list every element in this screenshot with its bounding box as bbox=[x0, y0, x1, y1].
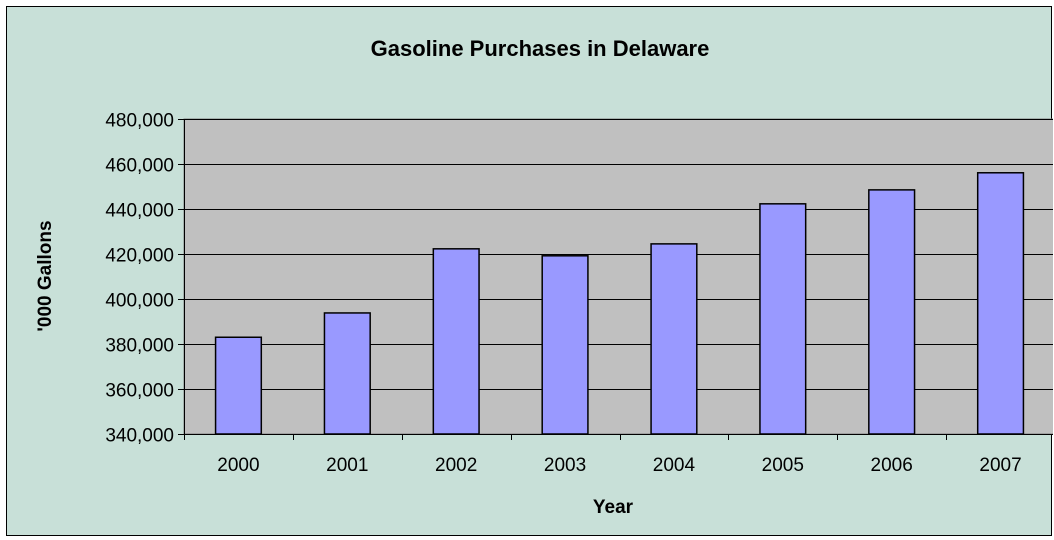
x-tick-label: 2007 bbox=[979, 455, 1021, 476]
x-tick-label: 2003 bbox=[544, 455, 586, 476]
plot-area bbox=[183, 118, 1053, 435]
bar-2005 bbox=[759, 203, 807, 435]
bars bbox=[214, 172, 1025, 435]
bar-chart: Gasoline Purchases in Delaware 340,000 36… bbox=[35, 36, 1053, 518]
y-tick-label: 400,000 bbox=[105, 291, 174, 312]
x-tick-label: 2005 bbox=[762, 455, 804, 476]
x-tick-label: 2002 bbox=[435, 455, 477, 476]
bar-2003 bbox=[541, 255, 589, 435]
axes bbox=[178, 119, 1053, 440]
y-axis-title: '000 Gallons bbox=[35, 220, 56, 331]
x-tick-label: 2004 bbox=[653, 455, 696, 476]
y-tick-label: 380,000 bbox=[105, 336, 174, 357]
y-tick-label: 420,000 bbox=[105, 246, 174, 267]
y-tick-label: 480,000 bbox=[105, 111, 174, 132]
x-tick-label: 2006 bbox=[871, 455, 913, 476]
bar-2004 bbox=[650, 243, 698, 435]
x-tick-label: 2000 bbox=[217, 455, 259, 476]
x-tick-label: 2001 bbox=[326, 455, 368, 476]
y-tick-label: 440,000 bbox=[105, 201, 174, 222]
bar-2001 bbox=[323, 312, 371, 435]
bar-2006 bbox=[868, 189, 916, 435]
chart-area: Gasoline Purchases in Delaware 340,000 36… bbox=[6, 6, 1053, 536]
y-tick-label: 460,000 bbox=[105, 156, 174, 177]
chart-title: Gasoline Purchases in Delaware bbox=[371, 36, 710, 61]
x-axis-title: Year bbox=[593, 497, 634, 518]
bar-2002 bbox=[432, 248, 480, 435]
y-tick-labels: 340,000 360,000 380,000 400,000 420,000 440,0… bbox=[105, 111, 174, 447]
bar-2000 bbox=[214, 336, 263, 435]
x-tick-labels: 2000 2001 2002 2003 2004 2005 2006 2007 bbox=[217, 455, 1021, 476]
y-tick-label: 340,000 bbox=[105, 426, 174, 447]
bar-2007 bbox=[976, 172, 1025, 435]
y-tick-label: 360,000 bbox=[105, 381, 174, 402]
